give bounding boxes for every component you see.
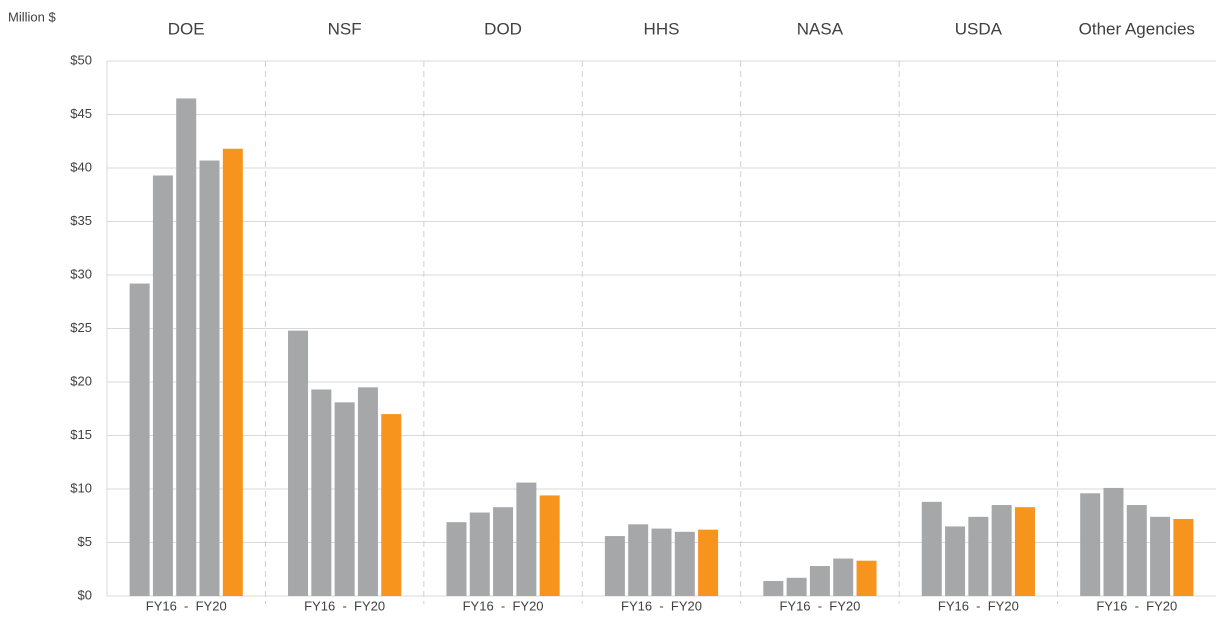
bar [968,516,989,596]
y-axis-label: Million $ [8,9,56,24]
category-label: HHS [644,19,680,38]
bar [1014,507,1035,596]
bar [991,505,1012,596]
group-label: FY16 - FY20 [779,598,860,613]
bar [176,98,197,596]
bar [1173,518,1194,596]
bar [311,389,332,596]
category-label: DOE [168,19,205,38]
group-label: FY16 - FY20 [146,598,227,613]
y-tick-label: $5 [78,534,92,549]
group-label: FY16 - FY20 [463,598,544,613]
y-tick-label: $30 [70,266,92,281]
bar [651,528,672,596]
y-tick-label: $35 [70,213,92,228]
bar [1150,516,1171,596]
group-label: FY16 - FY20 [621,598,702,613]
bar [856,560,877,596]
y-tick-label: $20 [70,373,92,388]
y-tick-label: $10 [70,480,92,495]
bar [809,566,830,596]
bar [921,501,942,596]
bar [446,522,467,596]
bar [334,402,355,596]
y-tick-label: $15 [70,427,92,442]
category-label: USDA [955,19,1003,38]
category-label: Other Agencies [1079,19,1195,38]
group-label: FY16 - FY20 [1096,598,1177,613]
bar [1103,487,1124,596]
category-label: DOD [484,19,522,38]
y-tick-label: $40 [70,159,92,174]
bar [674,531,695,596]
y-tick-label: $50 [70,52,92,67]
y-tick-label: $0 [78,587,92,602]
bar [493,507,514,596]
bar [469,512,490,596]
bar [288,330,309,596]
bar [539,495,560,596]
bar [786,577,807,596]
bar [516,482,537,596]
bar [357,387,378,596]
bar [1080,493,1101,596]
bar [1126,505,1147,596]
group-label: FY16 - FY20 [304,598,385,613]
y-tick-label: $45 [70,106,92,121]
bar [763,581,784,596]
y-tick-label: $25 [70,320,92,335]
bar [129,283,150,596]
bar [604,536,625,596]
bar [833,558,854,596]
bar [381,414,402,596]
bar [222,148,243,597]
group-label: FY16 - FY20 [938,598,1019,613]
bar [698,529,719,596]
category-label: NASA [797,19,844,38]
bar [152,175,173,597]
bar [628,524,649,596]
category-label: NSF [328,19,362,38]
bar [945,526,966,596]
bar [199,160,220,596]
